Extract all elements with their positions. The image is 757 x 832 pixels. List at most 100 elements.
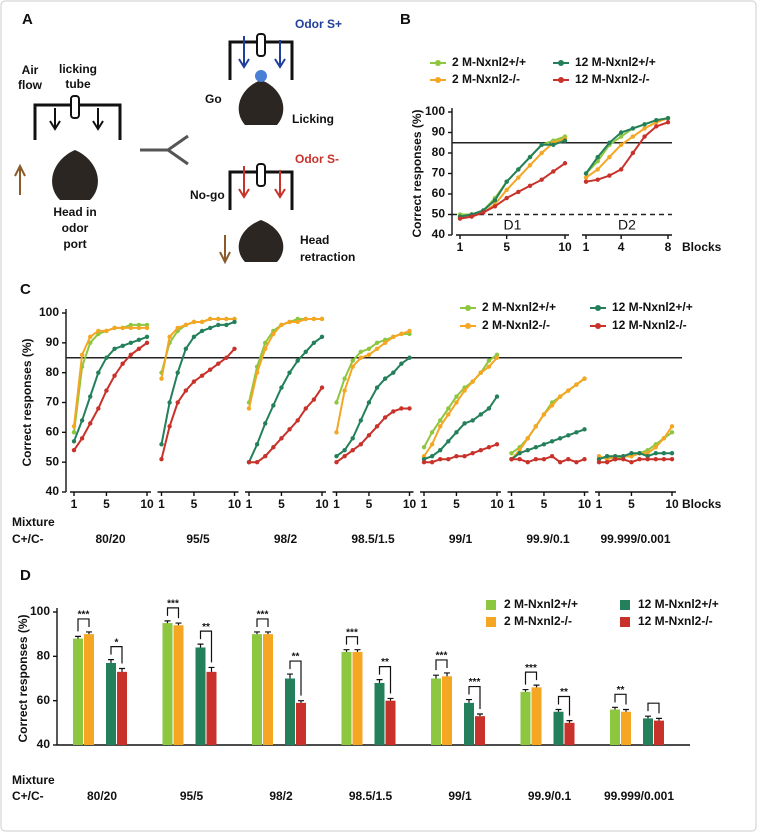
data-point bbox=[429, 454, 435, 459]
legend-label: 12 M-Nxnl2+/+ bbox=[638, 597, 719, 611]
significance-label: *** bbox=[346, 627, 358, 638]
error-bar bbox=[343, 649, 350, 652]
error-bar bbox=[197, 643, 204, 648]
data-point bbox=[366, 352, 372, 357]
data-line bbox=[459, 162, 566, 220]
data-point bbox=[630, 134, 636, 139]
legend-label: 12 M-Nxnl2-/- bbox=[575, 72, 650, 86]
legend-swatch bbox=[620, 600, 630, 610]
x-tick-label: 99.999/0.001 bbox=[604, 789, 674, 803]
mixture-label: Mixture bbox=[12, 773, 55, 787]
error-bar bbox=[86, 631, 92, 635]
data-point bbox=[374, 340, 380, 346]
x-tick-label: 1 bbox=[596, 497, 603, 511]
data-point bbox=[533, 445, 539, 450]
data-point bbox=[207, 367, 213, 372]
data-point bbox=[79, 418, 85, 423]
data-point bbox=[492, 204, 498, 209]
data-point bbox=[342, 376, 347, 381]
data-point bbox=[382, 340, 388, 346]
air-arrows bbox=[49, 108, 104, 131]
x-tick-label: 8 bbox=[665, 240, 672, 254]
bar bbox=[520, 691, 531, 745]
legend-swatch bbox=[465, 305, 471, 311]
data-point bbox=[407, 355, 412, 360]
label: Air bbox=[22, 63, 39, 77]
data-point bbox=[104, 355, 109, 360]
bar bbox=[84, 634, 94, 745]
bar bbox=[162, 623, 173, 745]
data-point bbox=[486, 406, 492, 411]
data-point bbox=[517, 456, 522, 462]
data-point bbox=[566, 456, 571, 462]
data-point bbox=[358, 349, 364, 354]
data-point bbox=[391, 334, 396, 340]
data-point bbox=[549, 439, 555, 444]
data-point bbox=[533, 424, 539, 429]
data-point bbox=[334, 454, 339, 459]
data-point bbox=[183, 322, 189, 328]
data-line bbox=[423, 395, 498, 461]
x-axis-label: Blocks bbox=[682, 497, 722, 511]
legend-swatch bbox=[435, 60, 441, 66]
legend-swatch bbox=[595, 305, 601, 311]
y-tick-label: 50 bbox=[432, 207, 446, 221]
legend-label: 2 M-Nxnl2+/+ bbox=[504, 597, 578, 611]
data-point bbox=[438, 418, 443, 423]
significance-bracket bbox=[77, 618, 90, 632]
data-point bbox=[374, 346, 380, 351]
data-point bbox=[295, 319, 300, 325]
error-bar bbox=[444, 672, 450, 677]
data-point bbox=[342, 454, 347, 459]
data-point bbox=[96, 406, 101, 411]
data-point bbox=[136, 346, 142, 351]
bar bbox=[442, 676, 452, 745]
data-point bbox=[607, 154, 612, 160]
data-point bbox=[618, 130, 624, 135]
data-point bbox=[254, 370, 260, 375]
error-bar bbox=[287, 673, 293, 679]
y-tick-label: 100 bbox=[39, 305, 59, 319]
data-point bbox=[481, 210, 486, 215]
x-tick-label: 98/2 bbox=[269, 789, 293, 803]
data-point bbox=[128, 352, 133, 357]
segment-label: 95/5 bbox=[186, 532, 210, 546]
data-point bbox=[654, 118, 659, 123]
data-point bbox=[446, 412, 451, 417]
label: Odor S+ bbox=[295, 17, 342, 31]
data-point bbox=[661, 436, 667, 441]
data-point bbox=[421, 459, 427, 465]
data-point bbox=[246, 406, 252, 411]
x-tick-label: 5 bbox=[453, 497, 460, 511]
legend-label: 12 M-Nxnl2-/- bbox=[612, 318, 687, 332]
data-point bbox=[446, 439, 451, 444]
data-point bbox=[549, 454, 555, 459]
data-point bbox=[399, 361, 404, 366]
data-line bbox=[510, 428, 585, 461]
x-tick-label: 5 bbox=[503, 240, 510, 254]
data-point bbox=[527, 154, 533, 160]
data-point bbox=[319, 316, 325, 322]
data-point bbox=[88, 394, 93, 399]
x-tick-label: 4 bbox=[618, 240, 625, 254]
y-tick-label: 100 bbox=[30, 604, 50, 618]
error-bar bbox=[175, 622, 182, 626]
data-point bbox=[517, 451, 522, 456]
data-point bbox=[128, 340, 133, 346]
bar bbox=[374, 682, 385, 745]
data-point bbox=[350, 448, 355, 453]
data-point bbox=[159, 456, 164, 462]
error-bar bbox=[108, 659, 114, 663]
x-tick-label: 10 bbox=[490, 497, 504, 511]
data-point bbox=[494, 355, 500, 360]
legend-swatch bbox=[558, 60, 564, 66]
x-tick-label: 5 bbox=[366, 497, 373, 511]
label: No-go bbox=[190, 188, 225, 202]
segment-label: 98.5/1.5 bbox=[351, 532, 395, 546]
data-point bbox=[595, 154, 600, 160]
data-point bbox=[539, 142, 544, 147]
data-point bbox=[350, 364, 355, 369]
error-bar bbox=[623, 708, 629, 712]
data-point bbox=[167, 424, 172, 429]
data-point bbox=[504, 187, 509, 193]
